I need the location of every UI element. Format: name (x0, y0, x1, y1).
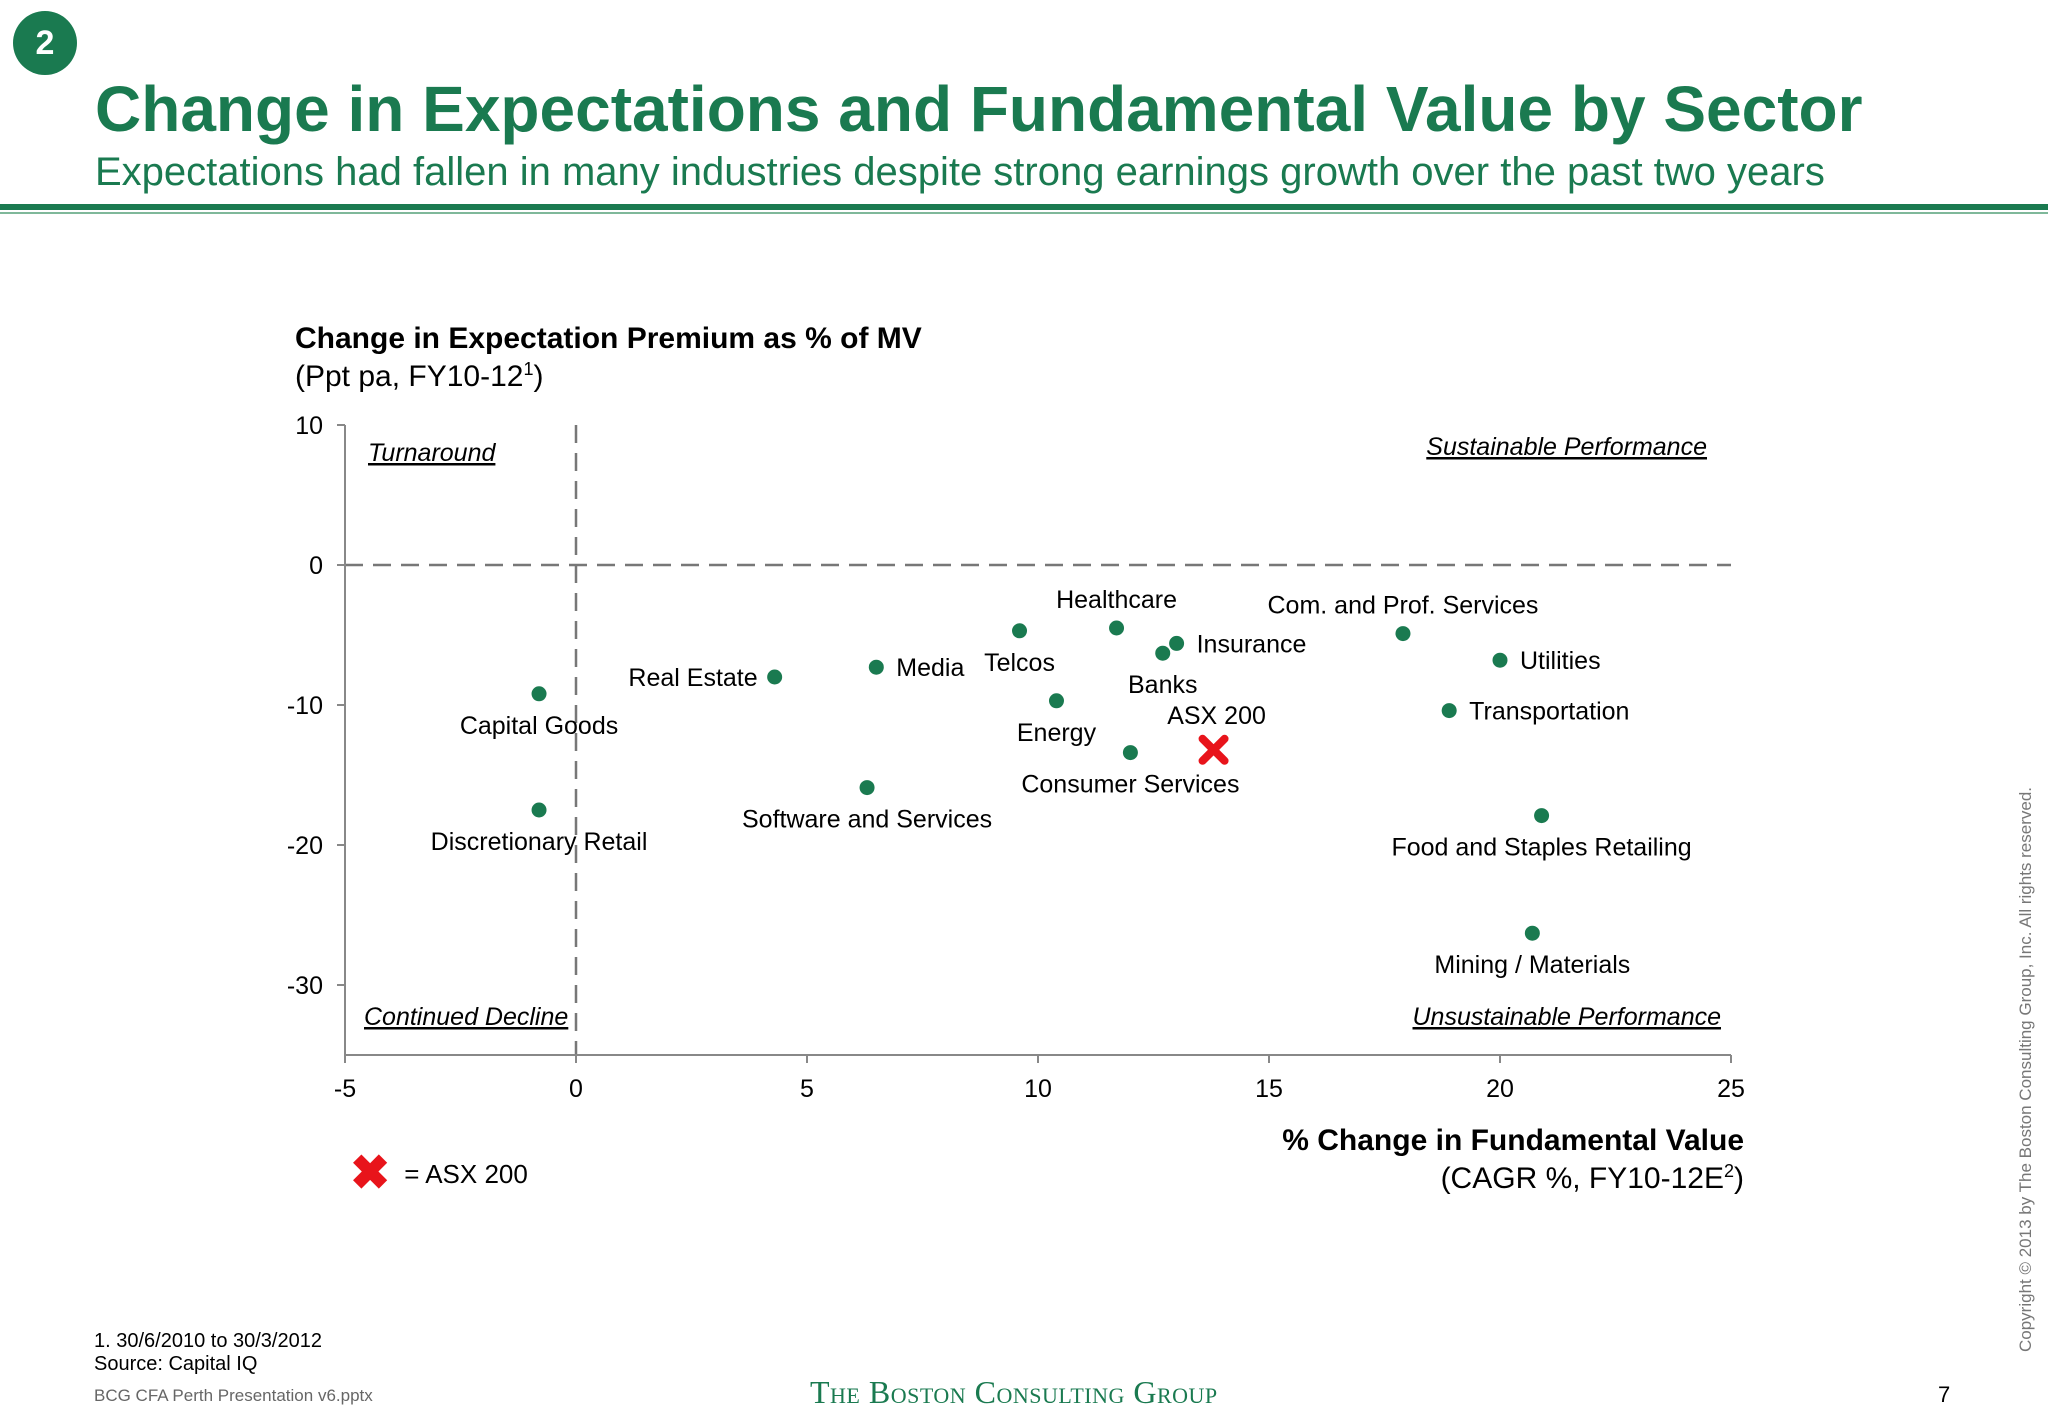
data-point (859, 780, 875, 796)
data-point (1109, 620, 1125, 636)
data-point (1441, 703, 1457, 719)
file-name: BCG CFA Perth Presentation v6.pptx (94, 1386, 373, 1405)
data-point (1048, 693, 1064, 709)
quadrant-label: Unsustainable Performance (1413, 1003, 1722, 1031)
asx200-legend-icon: ✖ (350, 1147, 391, 1200)
data-point-label: Food and Staples Retailing (1391, 834, 1691, 862)
company-logo: The Boston Consulting Group (810, 1374, 1218, 1410)
section-number-badge: 2 (13, 11, 77, 75)
header-rule-thin (0, 212, 2048, 214)
data-point-label: Utilities (1520, 647, 1601, 675)
data-point-label: Discretionary Retail (431, 828, 648, 856)
data-point (1155, 645, 1171, 661)
quadrant-label: Sustainable Performance (1426, 433, 1707, 461)
header-rule (0, 204, 2048, 210)
data-point (1524, 925, 1540, 941)
x-tick-label: 20 (1486, 1075, 1514, 1103)
y-tick-label: -30 (287, 972, 323, 1000)
page-number: 7 (1938, 1382, 1951, 1407)
asx200-label: ASX 200 (1167, 702, 1266, 730)
data-point (1492, 652, 1508, 668)
data-point (868, 659, 884, 675)
legend-label: = ASX 200 (404, 1158, 528, 1189)
x-axis-title: % Change in Fundamental Value (1282, 1124, 1744, 1157)
data-point (531, 802, 547, 818)
data-point-label: Software and Services (742, 806, 992, 834)
data-point-label: Real Estate (628, 664, 757, 692)
x-axis-subtitle: (CAGR %, FY10-12E2) (1440, 1161, 1744, 1195)
data-point (531, 686, 547, 702)
data-point (1012, 623, 1028, 639)
x-tick-label: 0 (569, 1075, 583, 1103)
y-tick-label: 0 (309, 552, 323, 580)
source-note: Source: Capital IQ (94, 1353, 258, 1375)
y-axis-subtitle: (Ppt pa, FY10-121) (295, 359, 544, 393)
y-axis-title: Change in Expectation Premium as % of MV (295, 322, 922, 355)
data-point (1534, 808, 1550, 824)
x-tick-label: 25 (1717, 1075, 1745, 1103)
x-tick-label: 10 (1024, 1075, 1052, 1103)
data-point-label: Telcos (984, 649, 1055, 677)
data-point-label: Transportation (1469, 698, 1629, 726)
data-point-label: Media (896, 654, 964, 682)
data-point-label: Mining / Materials (1434, 951, 1630, 979)
quadrant-label: Continued Decline (364, 1003, 568, 1031)
y-tick-label: -20 (287, 832, 323, 860)
y-tick-label: -10 (287, 692, 323, 720)
copyright-notice: Copyright © 2013 by The Boston Consultin… (2016, 786, 2035, 1352)
data-point-label: Banks (1128, 671, 1197, 699)
data-point-label: Com. and Prof. Services (1268, 592, 1539, 620)
asx200-marker (1198, 734, 1229, 765)
data-point-label: Capital Goods (460, 712, 618, 740)
x-tick-label: 5 (800, 1075, 814, 1103)
data-point (1169, 635, 1185, 651)
x-tick-label: 15 (1255, 1075, 1283, 1103)
footnote: 1. 30/6/2010 to 30/3/2012 (94, 1330, 322, 1352)
data-point-label: Energy (1017, 719, 1097, 747)
data-point-label: Consumer Services (1021, 771, 1239, 799)
data-point-label: Healthcare (1056, 586, 1177, 614)
chart-legend: ✖ = ASX 200 (350, 1147, 528, 1200)
page-subtitle: Expectations had fallen in many industri… (95, 150, 1825, 194)
y-tick-label: 10 (295, 412, 323, 440)
data-point (1122, 745, 1138, 761)
data-point (767, 669, 783, 685)
quadrant-label: Turnaround (368, 439, 496, 467)
data-point-label: Insurance (1197, 630, 1307, 658)
data-point (1395, 626, 1411, 642)
x-tick-label: -5 (334, 1075, 356, 1103)
page-title: Change in Expectations and Fundamental V… (95, 73, 1863, 145)
